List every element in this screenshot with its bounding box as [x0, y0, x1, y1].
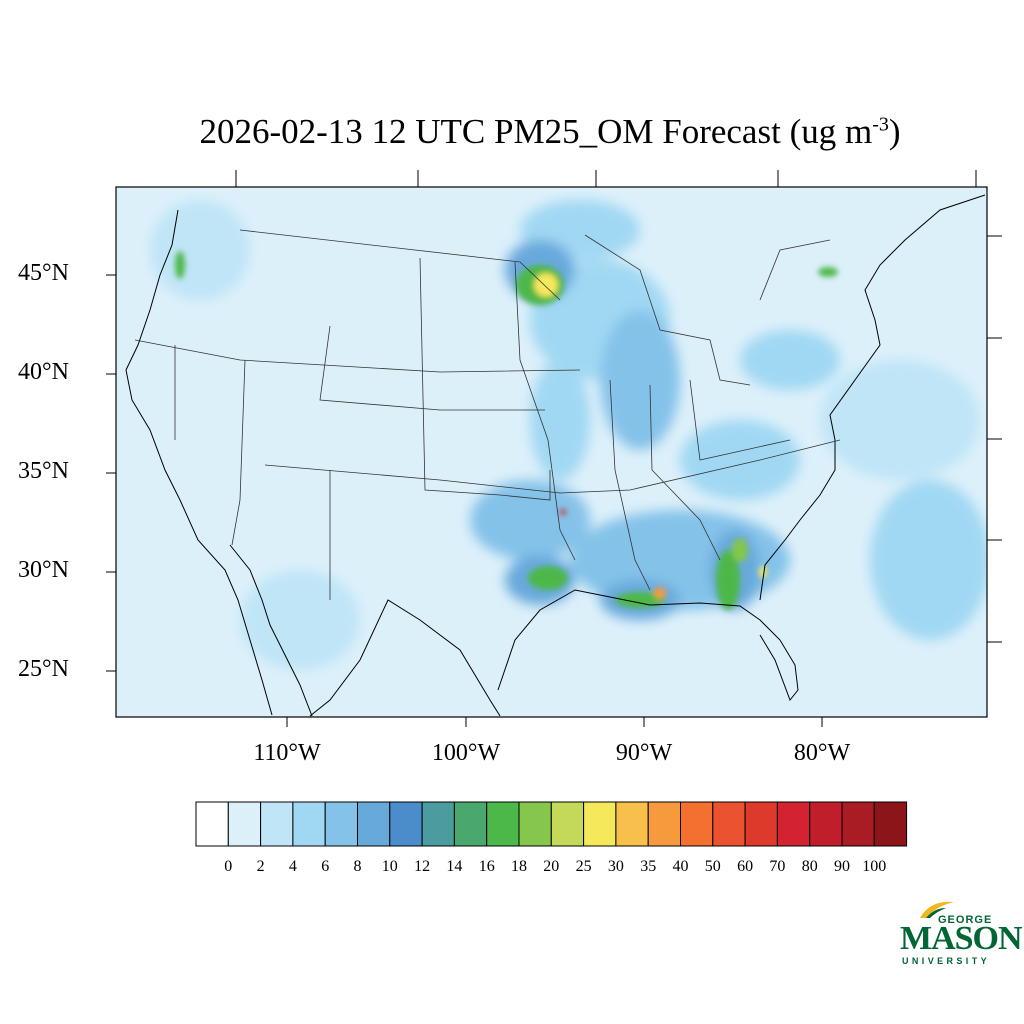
colorbar-tick-label: 25: [575, 858, 592, 875]
colorbar-tick-label: 40: [672, 858, 689, 875]
colorbar-swatch: [518, 801, 552, 847]
colorbar-tick-label: 16: [478, 858, 495, 875]
tick-marks: [106, 170, 1002, 727]
hotspots: [175, 251, 838, 610]
colorbar-tick-label: 14: [446, 858, 463, 875]
colorbar-tick-label: 35: [640, 858, 657, 875]
colorbar-tick-label: 30: [607, 858, 624, 875]
colorbar-tick-label: 100: [862, 858, 887, 875]
lat-label-45: 45°N: [18, 260, 69, 286]
lon-label-110: 110°W: [253, 740, 321, 766]
lon-label-90: 90°W: [615, 740, 673, 766]
colorbar-tick-label: 50: [704, 858, 721, 875]
title-close: ): [888, 112, 901, 151]
map-field: [116, 187, 987, 717]
colorbar-swatch: [809, 801, 843, 847]
colorbar-swatch: [550, 801, 585, 847]
logo-george: GEORGE: [938, 914, 993, 926]
title-exponent: -3: [872, 113, 889, 136]
logo-university: UNIVERSITY: [902, 956, 991, 966]
lat-label-25: 25°N: [18, 656, 69, 682]
gmu-logo: GEORGE MASON UNIVERSITY: [898, 896, 1023, 976]
colorbar-tick-label: 4: [288, 858, 297, 875]
colorbar-swatch: [227, 801, 262, 847]
coastlines: [125, 194, 986, 717]
logo-mason: MASON: [900, 920, 1023, 957]
colorbar-tick-label: 10: [381, 858, 398, 875]
colorbar-swatch: [873, 801, 908, 847]
lon-label-80: 80°W: [793, 740, 851, 766]
lon-label-100: 100°W: [431, 740, 501, 766]
colorbar-swatch: [615, 801, 649, 847]
flame-icon: [920, 901, 954, 918]
colorbar-tick-label: 90: [834, 858, 850, 875]
colorbar-tick-label: 2: [256, 858, 265, 875]
lat-label-35: 35°N: [18, 458, 69, 484]
colorbar-tick-label: 70: [769, 858, 786, 875]
chart-title: 2026-02-13 12 UTC PM25_OM Forecast (ug m…: [0, 112, 1024, 152]
title-text: 2026-02-13 12 UTC PM25_OM Forecast (ug m: [199, 112, 873, 151]
colorbar-tick-label: 12: [414, 858, 431, 875]
colorbar-tick-label: 60: [737, 858, 754, 875]
colorbar-swatch: [841, 801, 875, 847]
colorbar-swatch: [324, 801, 358, 847]
lat-label-30: 30°N: [18, 557, 69, 583]
colorbar: [195, 801, 908, 847]
colorbar-swatch: [583, 801, 617, 847]
colorbar-swatch: [292, 801, 326, 847]
colorbar-swatch: [453, 801, 488, 847]
colorbar-swatch: [260, 801, 294, 847]
colorbar-swatch: [389, 801, 423, 847]
colorbar-swatch: [357, 801, 391, 847]
lat-label-40: 40°N: [18, 359, 69, 385]
colorbar-tick-label: 20: [543, 858, 560, 875]
concentration-field: [150, 200, 987, 670]
colorbar-swatch: [195, 801, 229, 847]
colorbar-swatch: [647, 801, 682, 847]
colorbar-swatch: [421, 801, 455, 847]
map-frame: [115, 186, 988, 718]
colorbar-tick-label: 18: [511, 858, 527, 875]
colorbar-swatch: [712, 801, 746, 847]
colorbar-tick-label: 0: [224, 858, 233, 875]
colorbar-swatch: [680, 801, 714, 847]
colorbar-swatch: [744, 801, 778, 847]
colorbar-swatch: [776, 801, 811, 847]
colorbar-swatch: [486, 801, 520, 847]
colorbar-tick-label: 8: [353, 858, 362, 875]
state-borders: [134, 229, 841, 600]
colorbar-tick-label: 80: [801, 858, 818, 875]
colorbar-tick-label: 6: [321, 858, 330, 875]
